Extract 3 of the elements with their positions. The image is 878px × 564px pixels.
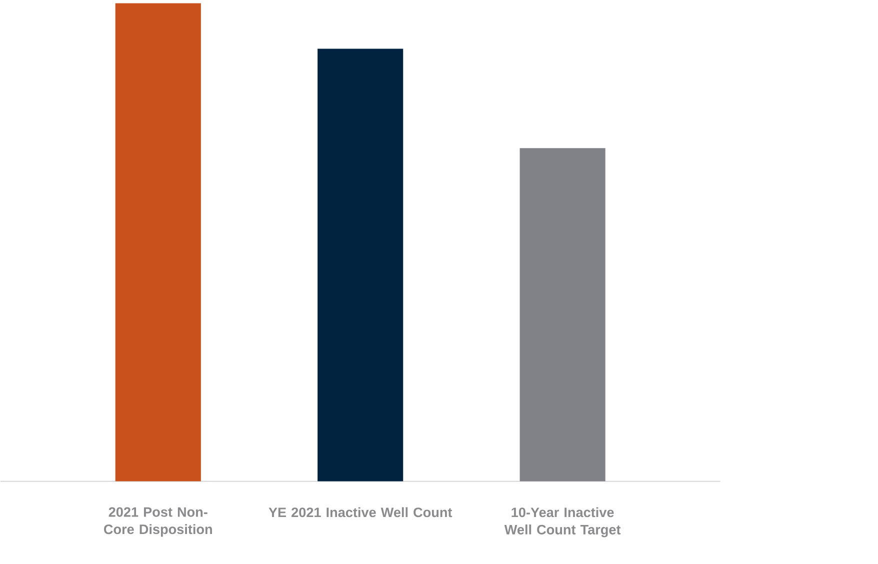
x-tick-label: 10-Year Inactive Well Count Target	[504, 507, 621, 538]
x-tick-label: 2021 Post Non-Core Disposition	[104, 507, 212, 537]
x-tick-label: YE 2021 Inactive Well Count	[268, 507, 452, 517]
